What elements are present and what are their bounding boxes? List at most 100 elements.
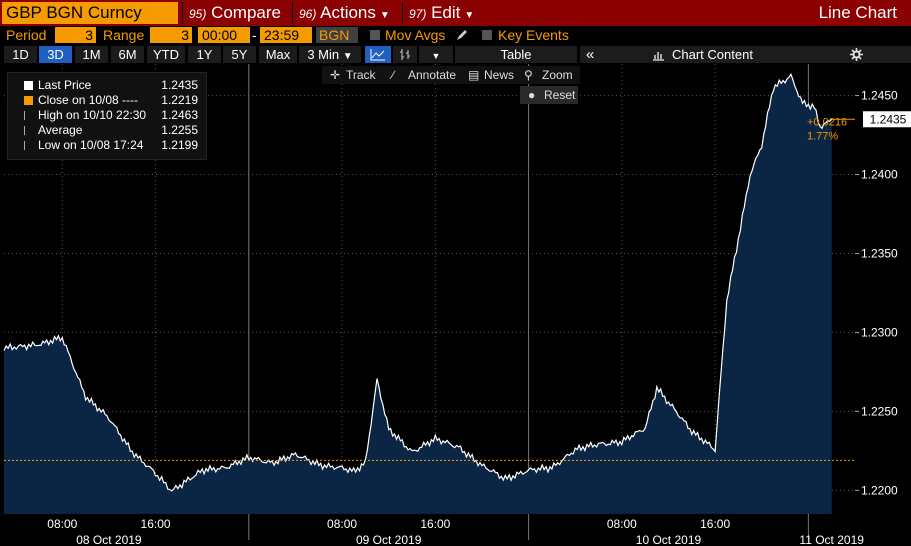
search-icon: ⚲ [524,68,533,82]
view-title: Line Chart [818,3,897,22]
change-pct-label: 1.77% [807,130,838,142]
series-area [4,74,832,514]
settings-bar: Period 3 Range 3 00:00 - 23:59 BGN Mov A… [0,26,911,44]
legend-name: High on 10/10 22:30 [38,108,147,122]
pencil-icon: ∕ [392,68,395,82]
zoom-button[interactable]: Zoom [542,68,573,82]
legend-row[interactable]: Close on 10/08 ---- 1.2219 [8,93,206,108]
y-tick-label: 1.2250 [861,404,898,418]
legend-row[interactable]: Last Price 1.2435 [8,78,206,93]
legend-value: 1.2199 [161,138,198,152]
y-tick-label: 1.2200 [861,483,898,497]
x-tick-label: 16:00 [700,517,730,531]
chart-legend: Last Price 1.2435 Close on 10/08 ---- 1.221… [7,72,207,160]
legend-swatch [24,126,26,135]
crosshair-icon: ✛ [330,68,341,82]
gear-icon[interactable] [850,48,863,61]
legend-value: 1.2435 [161,78,198,92]
period-button-3d[interactable]: 3D [39,46,72,63]
range-input[interactable]: 3 [150,27,192,43]
period-bar: 1D 3D 1M 6M YTD 1Y 5Y Max 3 Min ▼ ▼ Table « Cha… [0,45,911,64]
edit-label: Edit [431,3,461,22]
x-tick-label: 08:00 [327,517,357,531]
ticker-field[interactable]: GBP BGN Curncy [2,2,178,24]
key-events-checkbox[interactable] [482,30,492,40]
period-button-1d[interactable]: 1D [4,46,37,63]
period-button-1y[interactable]: 1Y [188,46,221,63]
legend-name: Last Price [38,78,92,92]
period-label: Period [6,27,47,43]
table-button[interactable]: Table [455,46,577,63]
mov-avgs-label: Mov Avgs [385,27,446,43]
x-tick-label: 08:00 [607,517,637,531]
chart-content-icon [653,52,664,61]
x-tick-label: 16:00 [141,517,171,531]
period-button-5y[interactable]: 5Y [223,46,256,63]
chart-tools: ✛ Track ∕ Annotate ▤ News ⚲ Zoom [322,66,580,84]
legend-swatch [24,96,33,105]
legend-value: 1.2463 [161,108,198,122]
start-time-input[interactable]: 00:00 [198,27,250,43]
actions-menu[interactable]: 96) Actions ▼ [292,2,400,24]
chevron-down-icon: ▼ [431,51,441,61]
reset-icon: ● [528,88,536,102]
actions-shortcut: 96) [299,7,317,21]
ohlc-bars-icon [400,49,410,60]
interval-label: 3 Min [307,47,340,62]
chart-type-dropdown[interactable]: ▼ [419,46,453,63]
date-label: 09 Oct 2019 [356,533,422,546]
last-value-label: 1.2435 [870,112,907,126]
y-tick-label: 1.2300 [861,325,898,339]
y-tick-label: 1.2450 [861,89,898,103]
legend-row[interactable]: High on 10/10 22:30 1.2463 [8,108,206,123]
period-button-ytd[interactable]: YTD [147,46,185,63]
pencil-icon[interactable] [456,29,468,41]
legend-swatch [24,81,33,90]
annotate-button[interactable]: Annotate [408,68,457,82]
period-button-1m[interactable]: 1M [75,46,108,63]
series-line [3,72,833,492]
chevron-down-icon: ▼ [464,10,475,21]
compare-label: Compare [211,3,281,22]
news-icon: ▤ [468,68,480,82]
legend-name: Average [38,123,83,137]
collapse-icon[interactable]: « [586,46,595,63]
compare-shortcut: 95) [189,7,207,21]
y-tick-label: 1.2350 [861,246,898,260]
end-time-input[interactable]: 23:59 [260,27,312,43]
compare-button[interactable]: 95) Compare [182,2,290,24]
legend-value: 1.2255 [161,123,198,137]
news-button[interactable]: News [484,68,515,82]
legend-row[interactable]: Average 1.2255 [8,123,206,138]
legend-name: Low on 10/08 17:24 [38,138,144,152]
edit-menu[interactable]: 97) Edit ▼ [402,2,488,24]
change-label: +0.0216 [807,116,847,128]
period-input[interactable]: 3 [55,27,96,43]
line-chart-icon [370,49,385,61]
price-chart[interactable]: 1.2200 1.2250 1.2300 1.2350 1.2400 1.2450 08:0… [0,64,911,546]
legend-name: Close on 10/08 ---- [38,93,139,107]
period-button-max[interactable]: Max [259,46,297,63]
date-label: 11 Oct 2019 [799,533,864,546]
mov-avgs-checkbox[interactable] [370,30,380,40]
interval-select[interactable]: 3 Min ▼ [299,46,361,63]
period-button-6m[interactable]: 6M [111,46,144,63]
legend-row[interactable]: Low on 10/08 17:24 1.2199 [8,138,206,153]
header-bar: GBP BGN Curncy 95) Compare 96) Actions ▼ … [0,0,911,26]
key-events-label: Key Events [498,27,569,43]
track-button[interactable]: Track [346,68,376,82]
bar-chart-type-button[interactable] [393,46,417,63]
chart-content-label[interactable]: Chart Content [672,47,753,62]
reset-button[interactable]: ● Reset [520,86,578,104]
line-chart-type-button[interactable] [365,46,391,63]
legend-value: 1.2219 [161,93,198,107]
source-input[interactable]: BGN [316,27,358,43]
reset-label: Reset [544,88,576,102]
date-label: 10 Oct 2019 [636,533,702,546]
edit-shortcut: 97) [409,7,427,21]
legend-swatch [24,111,26,120]
x-tick-label: 08:00 [47,517,77,531]
legend-swatch [24,141,26,150]
time-separator: - [252,27,257,43]
range-label: Range [103,27,145,43]
